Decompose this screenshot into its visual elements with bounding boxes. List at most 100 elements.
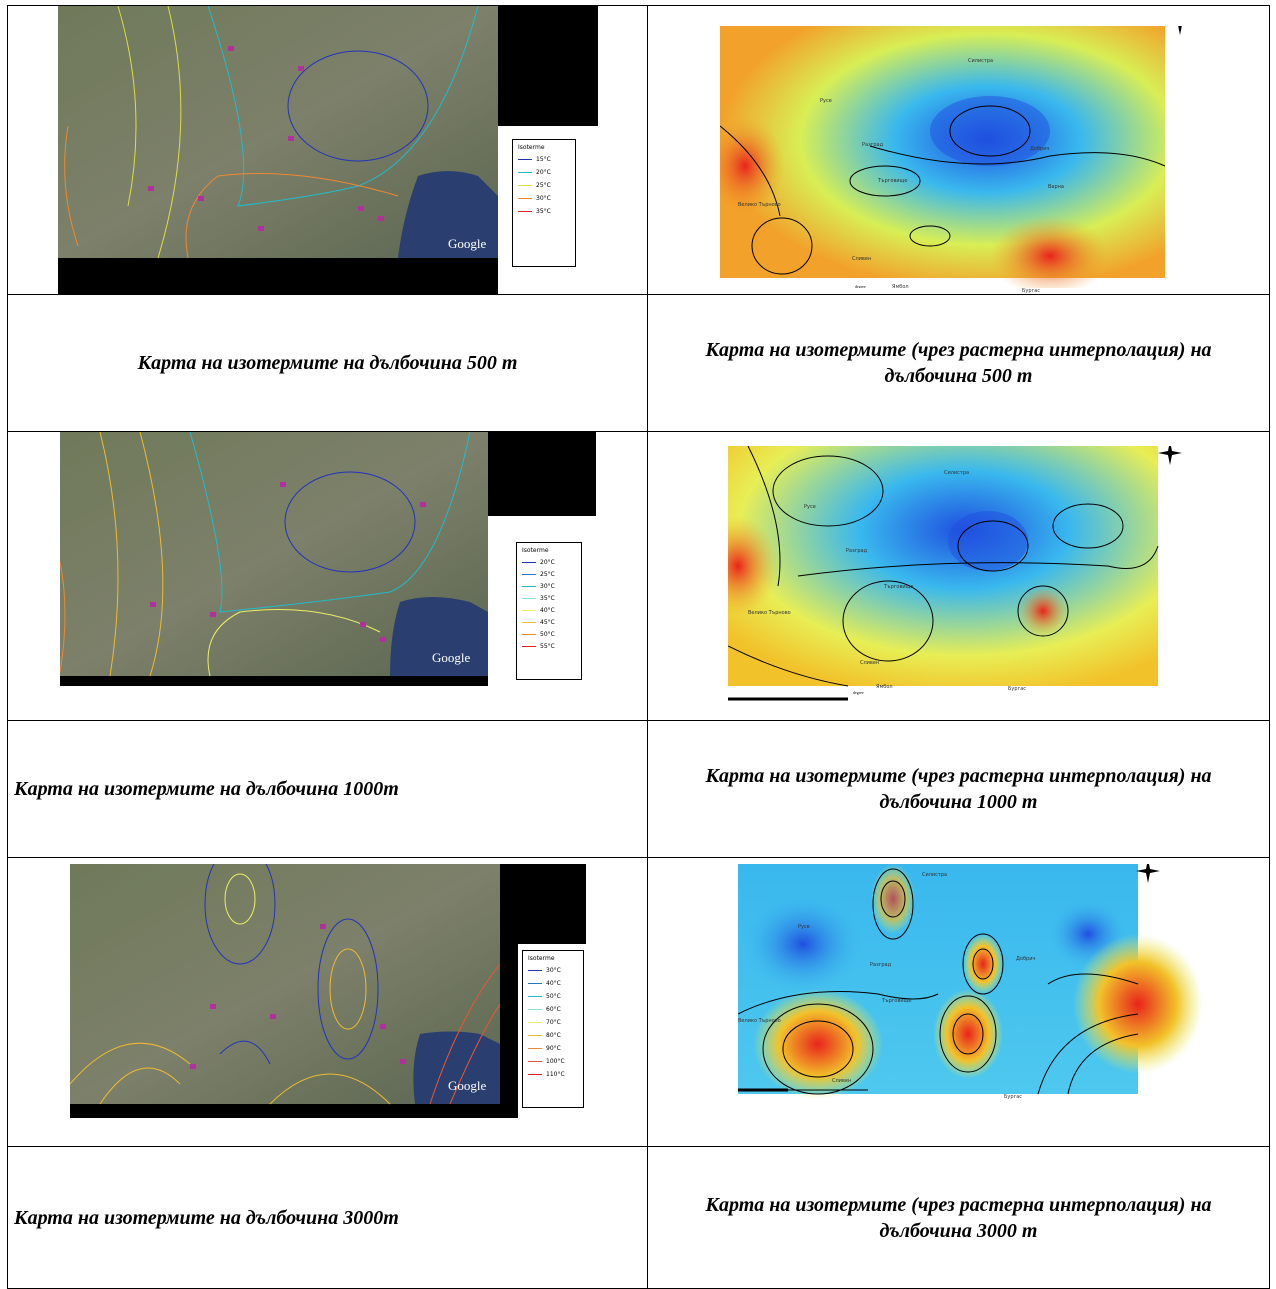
legend-item-label: 100°C bbox=[546, 1058, 565, 1065]
legend-item-label: 40°C bbox=[540, 607, 555, 614]
isotherm-legend-3000: Isoterme 30°C 40°C 50°C 60°C 70°C 80°C 9… bbox=[522, 950, 584, 1108]
legend-swatch bbox=[522, 562, 536, 563]
legend-item-label: 30°C bbox=[536, 195, 551, 202]
caption-row-3000: Карта на изотермите на дълбочина 3000m К… bbox=[7, 1146, 1270, 1289]
svg-text:degree: degree bbox=[855, 284, 866, 288]
legend-swatch bbox=[528, 1009, 542, 1010]
legend-item-label: 35°C bbox=[536, 208, 551, 215]
place-label: Силистра bbox=[922, 872, 948, 878]
place-label: Велико Търново bbox=[748, 610, 791, 616]
isotherm-legend-500: Isoterme 15°C 20°C 25°C 30°C 35°C bbox=[512, 139, 576, 267]
caption-left-500: Карта на изотермите на дълбочина 500 m bbox=[7, 294, 648, 432]
legend-swatch bbox=[528, 1035, 542, 1036]
satellite-map-cell-1000: Isoterme 20°C 25°C 30°C 35°C 40°C 45°C 5… bbox=[7, 431, 648, 721]
legend-swatch bbox=[522, 646, 536, 647]
legend-item-label: 30°C bbox=[546, 967, 561, 974]
place-label: Велико Търново bbox=[738, 1018, 781, 1024]
legend-item: 90°C bbox=[528, 1045, 578, 1052]
raster-map-cell-500: degree Силистра Русе Разград Добрич Търг… bbox=[647, 5, 1270, 295]
place-label: Сливен bbox=[860, 660, 880, 666]
caption-row-500: Карта на изотермите на дълбочина 500 m К… bbox=[7, 294, 1270, 432]
legend-title: Isoterme bbox=[528, 955, 555, 962]
place-label: Търговище bbox=[884, 584, 914, 590]
legend-item-label: 90°C bbox=[546, 1045, 561, 1052]
legend-item-label: 30°C bbox=[540, 583, 555, 590]
legend-item: 30°C bbox=[518, 195, 570, 202]
legend-swatch bbox=[522, 586, 536, 587]
legend-item-label: 70°C bbox=[546, 1019, 561, 1026]
legend-item-label: 50°C bbox=[546, 993, 561, 1000]
legend-swatch bbox=[518, 185, 532, 186]
legend-swatch bbox=[528, 1061, 542, 1062]
place-label: Силистра bbox=[968, 58, 994, 64]
place-label: Бургас bbox=[1022, 288, 1041, 294]
legend-item-label: 110°C bbox=[546, 1071, 565, 1078]
svg-text:degree: degree bbox=[853, 690, 864, 695]
caption-row-1000: Карта на изотермите на дълбочина 1000m К… bbox=[7, 720, 1270, 858]
legend-item: 20°C bbox=[522, 559, 576, 566]
figure-table: Isoterme 15°C 20°C 25°C 30°C 35°C Google bbox=[7, 5, 1270, 1289]
place-label: Сливен bbox=[832, 1078, 852, 1084]
legend-item: 20°C bbox=[518, 169, 570, 176]
legend-swatch bbox=[528, 996, 542, 997]
caption-right-3000: Карта на изотермите (чрез растерна интер… bbox=[647, 1146, 1270, 1289]
satellite-map-1000 bbox=[60, 432, 596, 686]
place-label: Разград bbox=[846, 548, 868, 554]
place-label: Добрич bbox=[1016, 956, 1036, 962]
raster-map-1000: degree bbox=[728, 446, 1182, 701]
legend-item: 35°C bbox=[518, 208, 570, 215]
legend-swatch bbox=[528, 1074, 542, 1075]
legend-item: 55°C bbox=[522, 643, 576, 650]
legend-swatch bbox=[518, 159, 532, 160]
legend-swatch bbox=[522, 574, 536, 575]
legend-item: 35°C bbox=[522, 595, 576, 602]
place-label: Варна bbox=[1048, 184, 1065, 190]
legend-title: Isoterme bbox=[522, 547, 549, 554]
satellite-map-cell-500: Isoterme 15°C 20°C 25°C 30°C 35°C Google bbox=[7, 5, 648, 295]
legend-swatch bbox=[522, 610, 536, 611]
legend-item: 30°C bbox=[528, 967, 578, 974]
legend-item: 100°C bbox=[528, 1058, 578, 1065]
caption-left-3000: Карта на изотермите на дълбочина 3000m bbox=[7, 1146, 648, 1289]
place-label: Ямбол bbox=[892, 284, 909, 290]
caption-right-1000: Карта на изотермите (чрез растерна интер… bbox=[647, 720, 1270, 858]
legend-swatch bbox=[528, 1048, 542, 1049]
legend-item-label: 40°C bbox=[546, 980, 561, 987]
image-row-1000: Isoterme 20°C 25°C 30°C 35°C 40°C 45°C 5… bbox=[7, 431, 1270, 721]
google-logo: Google bbox=[432, 650, 471, 665]
legend-item-label: 55°C bbox=[540, 643, 555, 650]
raster-map-3000 bbox=[738, 864, 1203, 1099]
image-row-500: Isoterme 15°C 20°C 25°C 30°C 35°C Google bbox=[7, 5, 1270, 295]
legend-item: 80°C bbox=[528, 1032, 578, 1039]
legend-item: 60°C bbox=[528, 1006, 578, 1013]
legend-item-label: 35°C bbox=[540, 595, 555, 602]
raster-map-500: degree bbox=[720, 26, 1182, 288]
legend-swatch bbox=[522, 598, 536, 599]
legend-item-label: 50°C bbox=[540, 631, 555, 638]
place-label: Ямбол bbox=[876, 684, 893, 690]
raster-map-cell-1000: degree Силистра Русе Разград Търговище В… bbox=[647, 431, 1270, 721]
legend-item: 25°C bbox=[522, 571, 576, 578]
legend-item: 50°C bbox=[528, 993, 578, 1000]
legend-item: 50°C bbox=[522, 631, 576, 638]
google-logo: Google bbox=[448, 1078, 487, 1093]
legend-item-label: 20°C bbox=[540, 559, 555, 566]
legend-item-label: 25°C bbox=[536, 182, 551, 189]
place-label: Велико Търново bbox=[738, 202, 781, 208]
legend-item: 15°C bbox=[518, 156, 570, 163]
legend-item-label: 25°C bbox=[540, 571, 555, 578]
legend-swatch bbox=[522, 634, 536, 635]
legend-item-label: 80°C bbox=[546, 1032, 561, 1039]
place-label: Силистра bbox=[944, 470, 970, 476]
legend-swatch bbox=[528, 983, 542, 984]
satellite-map-500 bbox=[58, 6, 598, 295]
place-label: Сливен bbox=[852, 256, 872, 262]
place-label: Разград bbox=[862, 142, 884, 148]
legend-item: 110°C bbox=[528, 1071, 578, 1078]
place-label: Разград bbox=[870, 962, 892, 968]
raster-map-cell-3000: Силистра Русе Разград Добрич Търговище В… bbox=[647, 857, 1270, 1147]
satellite-map-cell-3000: Isoterme 30°C 40°C 50°C 60°C 70°C 80°C 9… bbox=[7, 857, 648, 1147]
place-label: Русе bbox=[798, 924, 810, 930]
caption-right-500: Карта на изотермите (чрез растерна интер… bbox=[647, 294, 1270, 432]
legend-item: 70°C bbox=[528, 1019, 578, 1026]
